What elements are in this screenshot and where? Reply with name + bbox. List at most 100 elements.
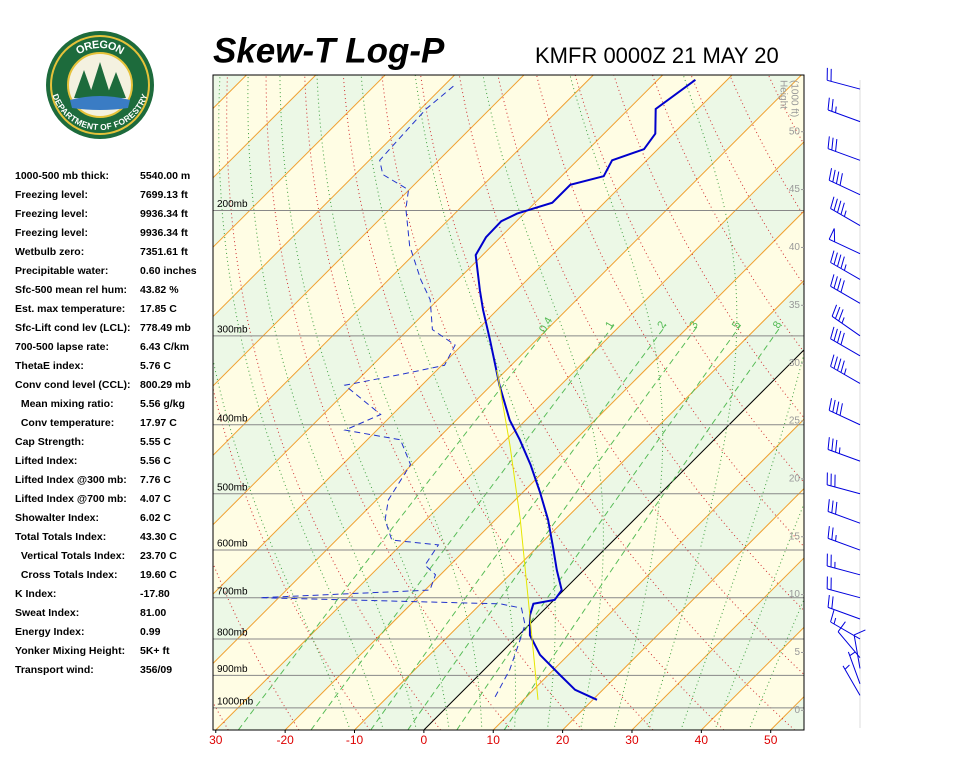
stat-label: 1000-500 mb thick:	[15, 170, 109, 182]
wind-barb	[828, 228, 861, 255]
stat-value: -17.80	[140, 588, 170, 600]
mixing-ratio-label: 2	[655, 319, 668, 330]
stat-label: Yonker Mixing Height:	[15, 645, 125, 657]
y-tick-label: 900mb	[217, 664, 248, 675]
isotherm	[284, 210, 804, 730]
y2-axis-label: (1000 ft)	[788, 80, 799, 117]
y-tick-label: 500mb	[217, 482, 248, 493]
stat-label: Sfc-Lift cond lev (LCL):	[15, 322, 131, 334]
wind-barb	[827, 97, 861, 123]
stat-label: Sfc-500 mean rel hum:	[15, 284, 127, 296]
wind-barb	[830, 609, 861, 640]
y2-tick-label: 15	[789, 531, 801, 542]
dry-adiabat	[920, 70, 960, 730]
mixing-ratio-label: 3	[687, 319, 700, 330]
isotherm	[213, 75, 525, 387]
mixing-ratio-line	[310, 324, 615, 730]
wind-barb	[826, 67, 861, 90]
moist-adiabat	[680, 351, 804, 730]
x-tick-label: -20	[276, 733, 294, 747]
y2-tick-label: 45	[789, 184, 801, 195]
stat-value: 0.60 inches	[140, 265, 197, 277]
stat-value: 19.60 C	[140, 569, 177, 581]
wind-barb	[827, 526, 861, 551]
wind-barb	[830, 354, 861, 384]
stats-table: 1000-500 mb thick: 5540.00 m Freezing leve…	[15, 170, 197, 676]
stat-value: 5K+ ft	[140, 645, 170, 657]
y2-tick-label: 40	[789, 242, 801, 253]
stat-label: Freezing level:	[15, 189, 88, 201]
stat-value: 5.56 g/kg	[140, 398, 185, 410]
moist-adiabat	[569, 75, 664, 730]
stat-value: 7.76 C	[140, 474, 171, 486]
stat-value: 43.30 C	[140, 531, 177, 543]
mixing-ratio-line	[456, 324, 742, 730]
y2-tick-label: 20	[789, 474, 801, 485]
stat-value: 9936.34 ft	[140, 227, 188, 239]
stat-value: 5.76 C	[140, 360, 171, 372]
y2-axis-label: Height	[777, 80, 788, 109]
x-tick-label: 10	[487, 733, 501, 747]
stat-label: Energy Index:	[15, 626, 84, 638]
wind-barb	[830, 326, 861, 357]
moist-adiabat	[213, 357, 351, 730]
mixing-ratio-line	[503, 324, 783, 730]
stat-label: K Index:	[15, 588, 56, 600]
plot-area	[213, 70, 960, 730]
y-tick-label: 1000mb	[217, 697, 254, 708]
station: KMFR 0000Z 21 MAY 20	[535, 43, 779, 68]
isotherm	[354, 279, 804, 730]
dry-adiabat	[882, 70, 960, 730]
isotherm	[840, 75, 960, 730]
wind-barb	[847, 651, 861, 685]
logo-top-path: OREGON	[74, 39, 126, 58]
stat-value: 6.02 C	[140, 512, 171, 524]
y-tick-label: 800mb	[217, 628, 248, 639]
y2-tick-label: 35	[789, 300, 801, 311]
stat-label: Freezing level:	[15, 227, 88, 239]
wind-barb	[826, 472, 861, 495]
title: Skew-T Log-P	[213, 31, 445, 70]
stat-label: 700-500 lapse rate:	[15, 341, 109, 353]
moist-adiabat	[714, 502, 804, 730]
moist-adiabat	[414, 75, 556, 730]
stat-label: Sweat Index:	[15, 607, 79, 619]
isotherm	[492, 418, 804, 730]
wind-barb	[828, 398, 861, 426]
stat-value: 17.85 C	[140, 303, 177, 315]
stat-label: Showalter Index:	[15, 512, 99, 524]
y2-tick-label: 10	[789, 589, 801, 600]
stat-label: Vertical Totals Index:	[15, 550, 125, 562]
dry-adiabat	[381, 75, 725, 730]
mixing-ratio-label: 5	[730, 319, 743, 330]
stat-label: Conv cond level (CCL):	[15, 379, 131, 391]
stat-value: 23.70 C	[140, 550, 177, 562]
y2-tick-label: 50	[789, 126, 801, 137]
x-tick-label: 50	[764, 733, 778, 747]
stat-label: Lifted Index:	[15, 455, 77, 467]
wind-barb	[837, 621, 861, 659]
isotherm	[213, 75, 664, 526]
y-tick-label: 300mb	[217, 324, 248, 335]
logo-trees	[74, 62, 126, 100]
mixing-ratio-label: 1	[603, 319, 616, 330]
stat-value: 800.29 mb	[140, 379, 191, 391]
isotherm	[213, 75, 386, 248]
isotherm	[631, 557, 804, 730]
wind-barb	[827, 437, 861, 462]
mixing-ratio-line	[237, 324, 551, 730]
profile-line	[474, 78, 696, 701]
stat-value: 7699.13 ft	[140, 189, 188, 201]
wind-barb	[827, 136, 861, 161]
stat-label: Lifted Index @700 mb:	[15, 493, 127, 505]
temperature-band	[840, 75, 960, 730]
wind-barb	[827, 595, 861, 620]
stat-label: Lifted Index @300 mb:	[15, 474, 127, 486]
mixing-ratio-line	[407, 324, 699, 730]
stat-label: Conv temperature:	[15, 417, 114, 429]
isotherm	[562, 487, 804, 730]
stat-value: 6.43 C/km	[140, 341, 189, 353]
logo: OREGON DEPARTMENT OF FORESTRY	[46, 31, 154, 139]
logo-water	[70, 96, 130, 110]
